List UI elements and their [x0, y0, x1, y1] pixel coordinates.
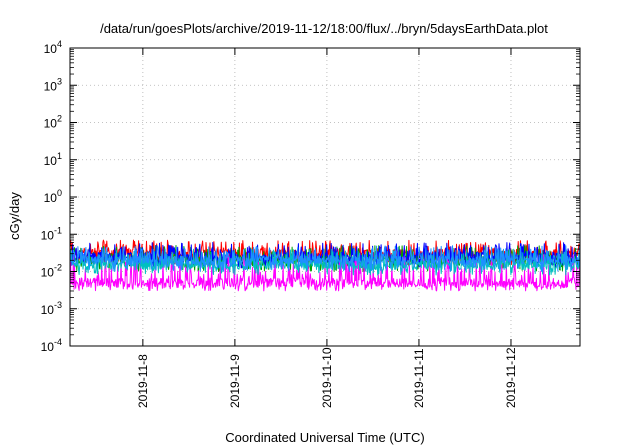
y-tick-label: 102: [44, 114, 62, 131]
tick-marks: [70, 47, 580, 347]
grid-lines: [70, 48, 580, 346]
y-tick-label: 101: [44, 151, 62, 168]
y-tick-label: 10-4: [41, 337, 62, 354]
x-axis-label: Coordinated Universal Time (UTC): [225, 430, 424, 445]
y-tick-label: 10-1: [41, 225, 62, 242]
x-tick-label: 2019-11-12: [504, 347, 518, 408]
x-tick-label: 2019-11-8: [136, 354, 150, 408]
y-axis-label: cGy/day: [7, 192, 22, 240]
x-tick-labels: 2019-11-8 2019-11-9 2019-11-10 2019-11-11 20…: [136, 347, 518, 408]
x-tick-label: 2019-11-9: [228, 354, 242, 408]
y-tick-label: 10-2: [41, 263, 62, 280]
y-tick-label: 104: [44, 39, 62, 56]
x-tick-label: 2019-11-11: [412, 348, 426, 408]
chart-title: /data/run/goesPlots/archive/2019-11-12/1…: [100, 21, 548, 36]
y-tick-label: 103: [44, 76, 62, 93]
series-layer: [69, 239, 581, 292]
y-tick-label: 100: [44, 188, 62, 205]
x-tick-label: 2019-11-10: [320, 347, 334, 408]
y-tick-label: 10-3: [41, 300, 62, 317]
series-line: [69, 242, 581, 269]
series-line: [69, 245, 581, 272]
y-tick-labels: 10-4 10-3 10-2 10-1 100 101 102 103 104: [41, 39, 62, 354]
